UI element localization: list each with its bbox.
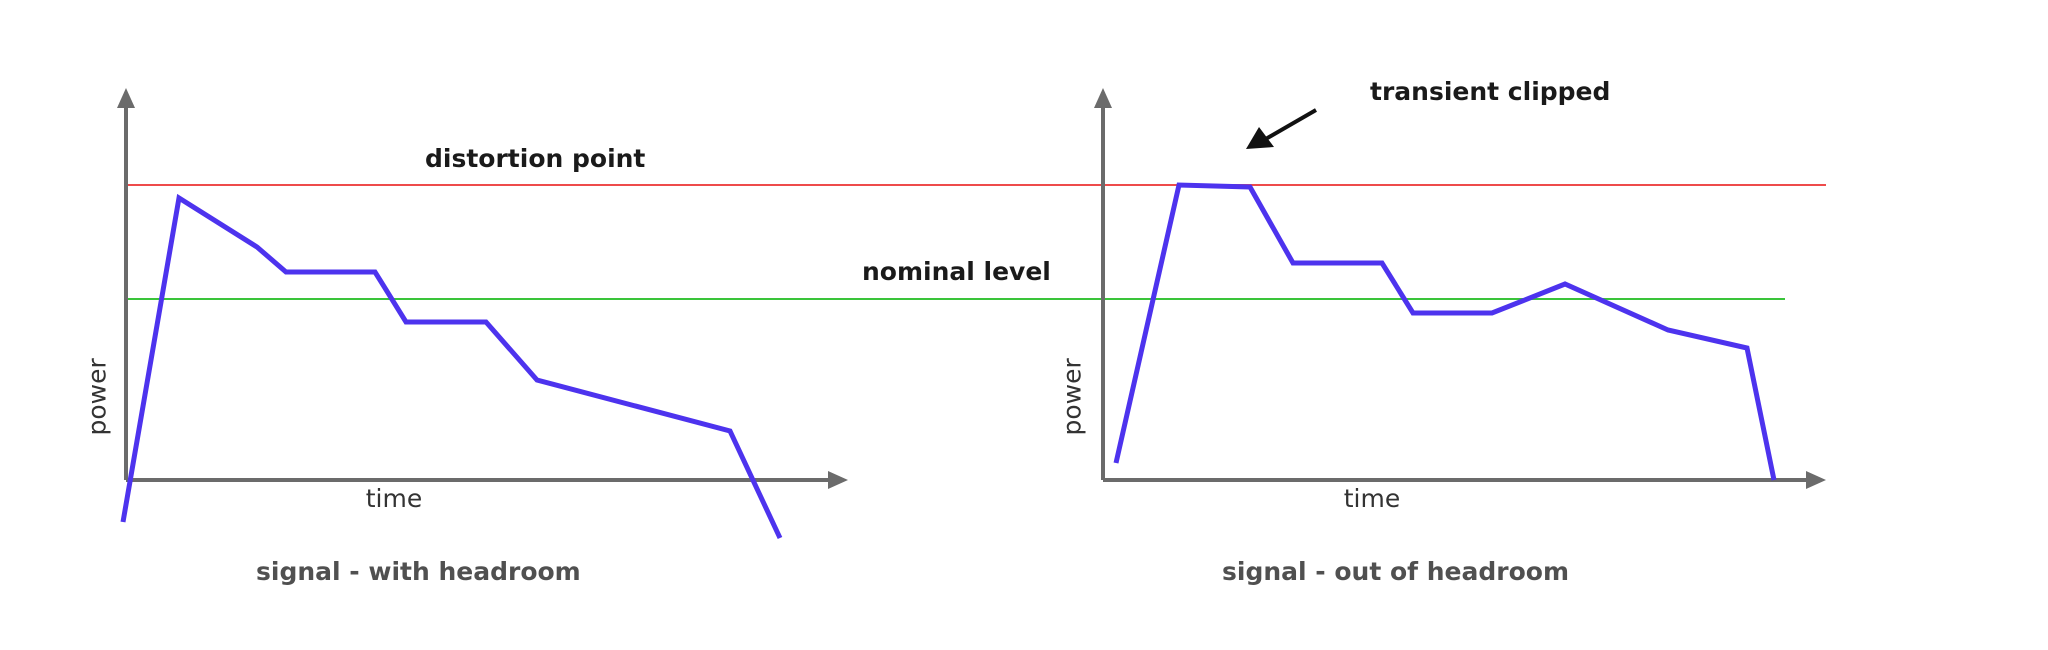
left-x-axis-label: time xyxy=(365,484,423,513)
left-axes xyxy=(117,88,848,489)
distortion-point-label: distortion point xyxy=(425,144,646,173)
right-y-axis-label: power xyxy=(1057,358,1087,436)
nominal-level-label: nominal level xyxy=(862,257,1051,286)
left-caption: signal - with headroom xyxy=(256,557,581,586)
x-axis-arrow-icon xyxy=(828,471,848,489)
right-signal-line xyxy=(1113,182,1777,481)
x-axis-arrow-icon xyxy=(1806,471,1826,489)
annotation-arrow-icon xyxy=(1246,108,1317,149)
y-axis-arrow-icon xyxy=(1094,88,1112,108)
left-y-axis-label: power xyxy=(82,358,112,436)
right-axes xyxy=(1094,88,1826,489)
left-signal-line xyxy=(120,193,783,540)
transient-clipped-label: transient clipped xyxy=(1370,77,1611,106)
right-caption: signal - out of headroom xyxy=(1222,557,1569,586)
right-x-axis-label: time xyxy=(1343,484,1401,513)
y-axis-arrow-icon xyxy=(117,88,135,108)
